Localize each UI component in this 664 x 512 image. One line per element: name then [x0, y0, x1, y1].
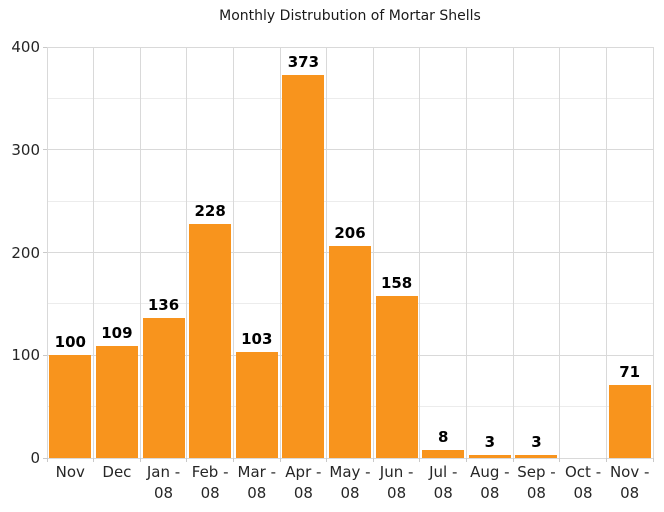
category-gridline	[93, 47, 95, 458]
category-gridline	[652, 47, 654, 458]
bar-value-label: 136	[147, 296, 180, 315]
minor-gridline	[47, 200, 653, 202]
x-axis-tick	[93, 458, 95, 462]
x-axis-tick	[372, 458, 374, 462]
x-tick-label: Oct - 08	[565, 463, 602, 502]
x-axis-tick	[139, 458, 141, 462]
bar	[468, 454, 511, 458]
category-gridline	[605, 47, 607, 458]
x-axis-tick	[559, 458, 561, 462]
x-tick-label: Sep - 08	[517, 463, 556, 502]
bar-value-label: 100	[54, 333, 86, 352]
bar	[282, 74, 325, 458]
y-axis-tick	[43, 457, 47, 459]
x-tick-label: Jul - 08	[429, 463, 458, 502]
category-gridline	[279, 47, 281, 458]
bar	[422, 449, 465, 458]
category-gridline	[326, 47, 328, 458]
bar-value-label: 373	[287, 52, 320, 71]
bar-value-label: 103	[241, 330, 273, 349]
x-axis-tick	[419, 458, 421, 462]
bar	[95, 346, 138, 458]
y-tick-label: 400	[11, 38, 40, 56]
major-gridline	[47, 46, 653, 48]
x-axis-tick	[326, 458, 328, 462]
x-axis-tick	[232, 458, 234, 462]
x-axis-tick	[512, 458, 514, 462]
x-tick-label: Aug - 08	[470, 463, 510, 502]
x-tick-label: May - 08	[329, 463, 371, 502]
bar	[515, 454, 558, 458]
bar	[608, 385, 651, 458]
y-tick-label: 200	[11, 243, 40, 262]
category-gridline	[232, 47, 234, 458]
x-axis-tick	[279, 458, 281, 462]
x-tick-label: Apr - 08	[285, 463, 322, 502]
x-axis-tick	[186, 458, 188, 462]
x-tick-label: Mar - 08	[237, 463, 276, 502]
y-axis-tick	[43, 149, 47, 151]
bar-value-label: 71	[619, 363, 641, 382]
category-gridline	[419, 47, 421, 458]
bar	[329, 246, 371, 458]
y-tick-label: 300	[11, 140, 40, 159]
bar	[49, 355, 92, 458]
bar-value-label: 3	[484, 432, 496, 451]
x-axis-tick	[466, 458, 468, 462]
category-gridline	[466, 47, 468, 458]
y-axis-tick	[43, 354, 47, 356]
bar-value-label: 109	[101, 324, 133, 342]
category-gridline	[139, 47, 141, 458]
y-tick-label: 0	[30, 449, 40, 467]
bar-value-label: 8	[438, 427, 449, 446]
bar	[189, 223, 232, 458]
bar-value-label: 206	[334, 224, 366, 243]
y-axis-tick	[43, 252, 47, 253]
chart-title: Monthly Distrubution of Mortar Shells	[219, 8, 481, 24]
minor-gridline	[47, 97, 653, 99]
x-tick-label: Jan - 08	[146, 463, 181, 502]
x-tick-label: Feb - 08	[191, 463, 229, 502]
bar	[142, 318, 185, 458]
category-gridline	[46, 47, 48, 458]
category-gridline	[559, 47, 561, 458]
x-tick-label: Jun - 08	[379, 463, 414, 502]
bar	[375, 295, 418, 458]
x-tick-label: Dec	[102, 463, 132, 481]
major-gridline	[47, 457, 653, 459]
x-tick-label: Nov - 08	[609, 463, 650, 502]
bar-value-label: 228	[194, 201, 226, 220]
x-axis-tick	[652, 458, 654, 462]
x-axis-tick	[46, 458, 48, 462]
bar-value-label: 158	[380, 273, 413, 292]
category-gridline	[512, 47, 514, 458]
major-gridline	[47, 149, 653, 151]
y-axis-tick	[43, 46, 47, 48]
category-gridline	[372, 47, 374, 458]
bar	[235, 352, 278, 458]
x-tick-label: Nov	[55, 463, 85, 481]
x-axis-tick	[605, 458, 607, 462]
bar-value-label: 3	[531, 432, 542, 451]
y-tick-label: 100	[11, 346, 40, 365]
category-gridline	[186, 47, 188, 458]
